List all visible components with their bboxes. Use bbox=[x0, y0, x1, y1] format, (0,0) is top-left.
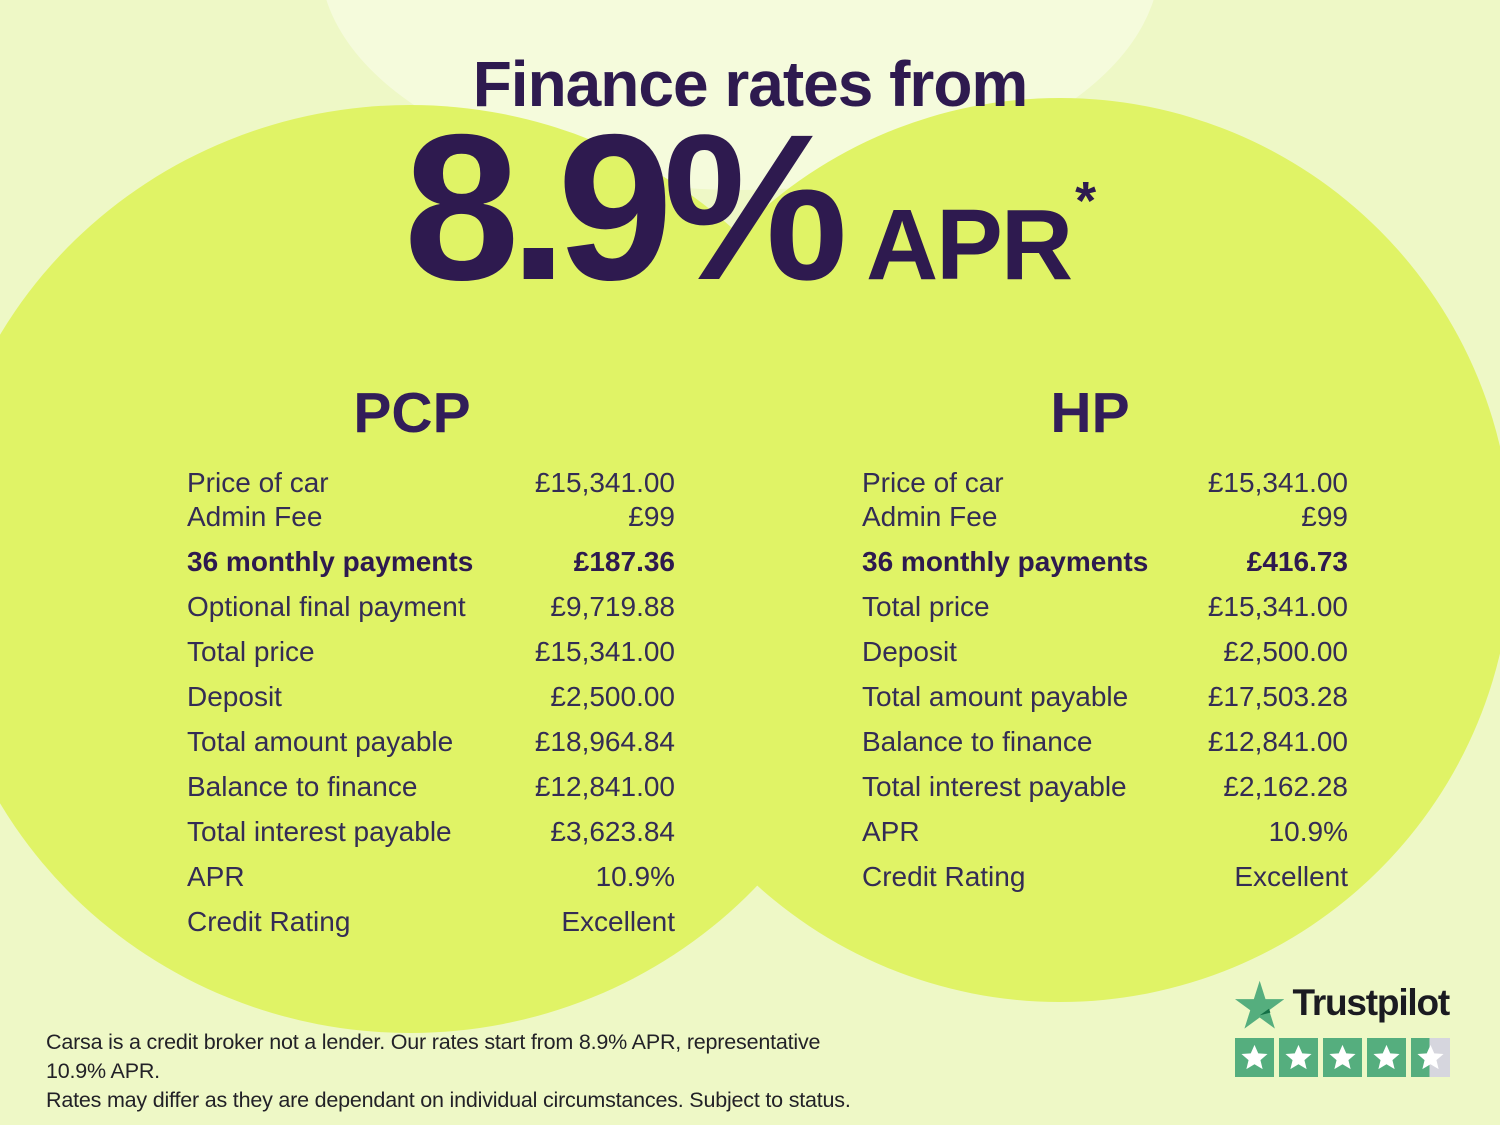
trustpilot-badge: Trustpilot bbox=[1235, 978, 1450, 1077]
row-label: 36 monthly payments bbox=[862, 546, 1149, 577]
row-label: Deposit bbox=[862, 636, 957, 667]
star-icon bbox=[1235, 1038, 1274, 1077]
row-value: £15,341.00 bbox=[1207, 591, 1348, 622]
disclaimer-line-1: Carsa is a credit broker not a lender. O… bbox=[46, 1030, 821, 1083]
star-icon bbox=[1367, 1038, 1406, 1077]
table-row: Deposit £2,500.00 bbox=[862, 635, 1348, 669]
row-label: Total amount payable bbox=[862, 681, 1129, 712]
disclaimer-line-2: Rates may differ as they are dependant o… bbox=[46, 1088, 851, 1112]
row-value: £12,841.00 bbox=[534, 771, 675, 802]
table-row: Price of car £15,341.00 bbox=[187, 466, 675, 500]
legal-disclaimer: Carsa is a credit broker not a lender. O… bbox=[46, 1028, 866, 1115]
row-label: Balance to finance bbox=[187, 771, 418, 802]
row-value: £187.36 bbox=[573, 546, 675, 577]
row-value: £17,503.28 bbox=[1207, 681, 1348, 712]
row-label: Total price bbox=[862, 591, 990, 622]
row-label: Credit Rating bbox=[862, 861, 1026, 892]
row-value: £12,841.00 bbox=[1207, 726, 1348, 757]
hp-heading: HP bbox=[1050, 381, 1130, 445]
row-label: Admin Fee bbox=[187, 501, 323, 532]
row-label: Total interest payable bbox=[862, 771, 1127, 802]
rate-asterisk: * bbox=[1075, 171, 1097, 231]
row-value: £99 bbox=[628, 501, 675, 532]
row-value: £15,341.00 bbox=[534, 467, 675, 498]
rate-suffix: APR bbox=[865, 189, 1073, 301]
row-label: Balance to finance bbox=[862, 726, 1093, 757]
row-label: Price of car bbox=[187, 467, 329, 498]
row-value: £15,341.00 bbox=[1207, 467, 1348, 498]
table-row: Balance to finance £12,841.00 bbox=[187, 770, 675, 804]
row-value: £2,500.00 bbox=[1223, 636, 1348, 667]
table-row: Credit Rating Excellent bbox=[187, 905, 675, 939]
table-row: Balance to finance £12,841.00 bbox=[862, 725, 1348, 759]
row-label: 36 monthly payments bbox=[187, 546, 474, 577]
row-label: Optional final payment bbox=[187, 591, 466, 622]
pcp-table: Price of car £15,341.00 Admin Fee £99 36… bbox=[187, 466, 675, 939]
poster-title: Finance rates from bbox=[472, 48, 1029, 120]
trustpilot-logo: Trustpilot bbox=[1235, 978, 1450, 1032]
row-value: £3,623.84 bbox=[550, 816, 675, 847]
star-icon bbox=[1323, 1038, 1362, 1077]
right-green-circle bbox=[608, 98, 1500, 1002]
row-label: APR bbox=[862, 816, 920, 847]
row-value: 10.9% bbox=[595, 861, 675, 892]
row-value: £99 bbox=[1301, 501, 1348, 532]
table-row: Deposit £2,500.00 bbox=[187, 680, 675, 714]
table-row-monthly-payment: 36 monthly payments £187.36 bbox=[187, 545, 675, 579]
row-value: £2,500.00 bbox=[550, 681, 675, 712]
row-value: Excellent bbox=[1234, 861, 1348, 892]
star-icon bbox=[1279, 1038, 1318, 1077]
table-row: Optional final payment £9,719.88 bbox=[187, 590, 675, 624]
table-row: Total amount payable £18,964.84 bbox=[187, 725, 675, 759]
row-value: 10.9% bbox=[1268, 816, 1348, 847]
table-row: Total amount payable £17,503.28 bbox=[862, 680, 1348, 714]
row-label: Total price bbox=[187, 636, 315, 667]
trustpilot-wordmark: Trustpilot bbox=[1292, 982, 1450, 1023]
table-row: Admin Fee £99 bbox=[862, 500, 1348, 534]
table-row: APR 10.9% bbox=[187, 860, 675, 894]
row-label: APR bbox=[187, 861, 245, 892]
row-label: Total interest payable bbox=[187, 816, 452, 847]
table-row: Admin Fee £99 bbox=[187, 500, 675, 534]
table-row: Total interest payable £2,162.28 bbox=[862, 770, 1348, 804]
row-value: £9,719.88 bbox=[550, 591, 675, 622]
row-label: Credit Rating bbox=[187, 906, 351, 937]
table-row: APR 10.9% bbox=[862, 815, 1348, 849]
row-label: Deposit bbox=[187, 681, 282, 712]
row-label: Total amount payable bbox=[187, 726, 454, 757]
row-label: Price of car bbox=[862, 467, 1004, 498]
pcp-heading: PCP bbox=[353, 381, 471, 445]
table-row-monthly-payment: 36 monthly payments £416.73 bbox=[862, 545, 1348, 579]
headline-rate: 8.9% APR * bbox=[0, 104, 1500, 312]
row-value: £416.73 bbox=[1246, 546, 1348, 577]
row-value: Excellent bbox=[561, 906, 675, 937]
trustpilot-rating-stars bbox=[1235, 1038, 1450, 1077]
hp-table: Price of car £15,341.00 Admin Fee £99 36… bbox=[862, 466, 1348, 894]
table-row: Total interest payable £3,623.84 bbox=[187, 815, 675, 849]
table-row: Total price £15,341.00 bbox=[862, 590, 1348, 624]
trustpilot-star-icon bbox=[1235, 980, 1285, 1029]
table-row: Total price £15,341.00 bbox=[187, 635, 675, 669]
star-icon-half bbox=[1411, 1038, 1450, 1077]
row-label: Admin Fee bbox=[862, 501, 998, 532]
row-value: £18,964.84 bbox=[534, 726, 675, 757]
row-value: £2,162.28 bbox=[1223, 771, 1348, 802]
row-value: £15,341.00 bbox=[534, 636, 675, 667]
table-row: Credit Rating Excellent bbox=[862, 860, 1348, 894]
table-row: Price of car £15,341.00 bbox=[862, 466, 1348, 500]
rate-value: 8.9% bbox=[403, 92, 848, 324]
